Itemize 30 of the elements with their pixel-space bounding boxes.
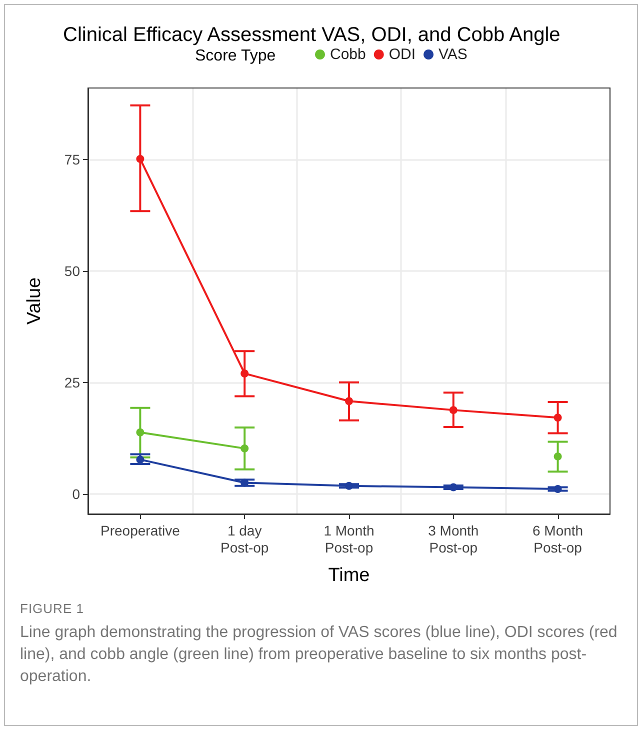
point	[240, 369, 249, 378]
point	[345, 482, 353, 490]
point	[136, 154, 144, 163]
x-tick-label: 3 Month Post-op	[428, 522, 479, 556]
chart-title: Clinical Efficacy Assessment VAS, ODI, and Cobb Angle	[63, 24, 560, 46]
legend-label: ODI	[388, 46, 416, 63]
x-tick-label: 1 day Post-op	[220, 522, 269, 556]
legend-label: Cobb	[330, 46, 366, 63]
point	[554, 485, 562, 494]
point	[449, 406, 458, 414]
point	[240, 444, 249, 452]
x-tick-label: 6 Month Post-op	[532, 522, 584, 556]
y-tick-label: 0	[72, 486, 80, 502]
y-axis-title: Value	[24, 277, 45, 325]
legend-title: Score Type	[195, 48, 276, 64]
point	[345, 397, 353, 406]
text: Line graph demonstrating the progression of VAS scores (blue line), ODI scores (red line), and cobb angle (green line) from preoperative baseline to six months post-operation.	[20, 623, 618, 687]
point	[136, 428, 144, 436]
x-axis-title: Time	[328, 565, 370, 586]
x-tick-label: Preoperative	[100, 522, 180, 538]
y-tick-label: 25	[64, 374, 80, 390]
point	[136, 456, 144, 464]
x-tick-label: 1 Month Post-op	[324, 522, 374, 556]
point	[240, 478, 249, 487]
point	[554, 414, 562, 422]
caption: FIGURE 1	[20, 600, 85, 618]
y-tick-label: 50	[64, 262, 80, 279]
legend-label: VAS	[438, 46, 468, 63]
point	[554, 452, 562, 460]
y-tick-label: 75	[64, 151, 80, 168]
